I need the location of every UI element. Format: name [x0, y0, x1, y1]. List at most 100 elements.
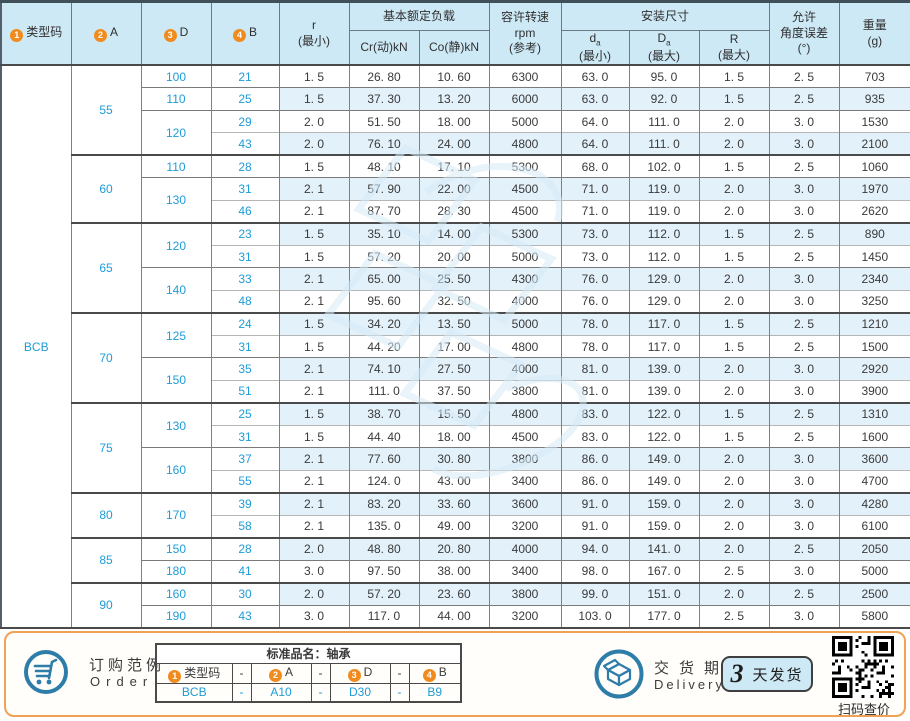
cell: 1600: [838, 424, 910, 448]
cell: 76. 0: [560, 289, 630, 313]
cell: 119. 0: [628, 199, 700, 223]
cell: 31: [210, 424, 280, 448]
cell: 5000: [838, 559, 910, 583]
cell: 21: [210, 64, 280, 88]
cell: 167. 0: [628, 559, 700, 583]
cell: 51. 50: [348, 109, 420, 133]
cell: 10. 60: [418, 64, 490, 88]
cell: 71. 0: [560, 177, 630, 201]
cell: 92. 0: [628, 87, 700, 111]
cell: 2. 1: [278, 447, 350, 471]
cell: 2. 0: [698, 289, 770, 313]
col-header-da-max: Da (最大): [628, 30, 700, 66]
cell: 3. 0: [768, 491, 840, 516]
table-row: 90 160 30 2. 0 57. 20 23. 60 3800 99. 0 151. 0 2.…: [1, 581, 910, 628]
cell: 35: [210, 357, 280, 381]
cell: 5000: [488, 311, 562, 336]
cell: 1530: [838, 109, 910, 133]
cell: 3400: [488, 469, 562, 493]
table-row: 60 110 28 1. 5 48. 10 17. 10 5300 68. 0 102. 0 1.…: [1, 154, 910, 223]
cell: 73. 0: [560, 244, 630, 268]
cell: 91. 0: [560, 491, 630, 516]
cell: 37: [210, 447, 280, 471]
cell: 2. 5: [768, 244, 840, 268]
cell: 149. 0: [628, 447, 700, 471]
cell: 38. 70: [348, 401, 420, 426]
cell: 2. 1: [278, 469, 350, 493]
cell: 46: [210, 199, 280, 223]
cell: 33: [210, 267, 280, 291]
cell: 935: [838, 87, 910, 111]
cell: 68. 0: [560, 154, 630, 178]
cell: 44. 00: [418, 604, 490, 628]
cell: 44. 40: [348, 424, 420, 448]
circled-2-icon: 2: [93, 29, 107, 43]
cell: 81. 0: [560, 379, 630, 403]
cell: 76. 0: [560, 267, 630, 291]
cell: 57. 90: [348, 177, 420, 201]
cell: 43: [210, 132, 280, 156]
cell: 190: [140, 604, 212, 628]
cell: 703: [838, 64, 910, 88]
cell: 111. 0: [348, 379, 420, 403]
cell: 2. 5: [768, 221, 840, 246]
cell: 35. 10: [348, 221, 420, 246]
cell: 1450: [838, 244, 910, 268]
cell: 4280: [838, 491, 910, 516]
cell: 3. 0: [768, 514, 840, 538]
col-header-da-min: da (最小): [560, 30, 630, 66]
cell: 170: [140, 491, 212, 538]
cell: 159. 0: [628, 491, 700, 516]
cell: 29: [210, 109, 280, 133]
cell: 2. 5: [768, 64, 840, 88]
cell: 117. 0: [348, 604, 420, 628]
cell: 5300: [488, 154, 562, 178]
cell: 4300: [488, 267, 562, 291]
col-header-weight: 重量 (g): [838, 1, 910, 66]
cell: 117. 0: [628, 311, 700, 336]
cell: 5000: [488, 109, 562, 133]
cell: 41: [210, 559, 280, 583]
col-header-cr: Cr(动)kN: [348, 30, 420, 66]
cell: 86. 0: [560, 447, 630, 471]
cell: 119. 0: [628, 177, 700, 201]
cell: 2340: [838, 267, 910, 291]
cell: 2. 1: [278, 289, 350, 313]
cell: 2. 5: [698, 604, 770, 628]
mini-dash: -: [389, 662, 410, 684]
cell: 28: [210, 536, 280, 561]
col-header-co: Co(静)kN: [418, 30, 490, 66]
cell: 3250: [838, 289, 910, 313]
cell: 2. 0: [698, 379, 770, 403]
cell: 38. 00: [418, 559, 490, 583]
package-icon: [594, 649, 644, 699]
cell: 17. 10: [418, 154, 490, 178]
qr-caption: 扫码查价: [837, 702, 890, 717]
circled-3-icon: 3: [347, 668, 361, 682]
mini-dash: -: [389, 682, 410, 703]
cell: 103. 0: [560, 604, 630, 628]
cell: 70: [70, 311, 142, 403]
mini-value-a: A10: [250, 682, 312, 703]
cell: 1. 5: [698, 424, 770, 448]
cell: 149. 0: [628, 469, 700, 493]
cell: 78. 0: [560, 334, 630, 358]
cell: 5300: [488, 221, 562, 246]
cell: 2050: [838, 536, 910, 561]
cell: 3600: [838, 447, 910, 471]
cell: 57. 20: [348, 244, 420, 268]
cell: 2. 5: [698, 559, 770, 583]
cell: 95. 0: [628, 64, 700, 88]
cell: 97. 50: [348, 559, 420, 583]
cell: 111. 0: [628, 109, 700, 133]
circled-1-icon: 1: [168, 669, 182, 683]
cell: 4800: [488, 132, 562, 156]
cell: 2. 0: [698, 357, 770, 381]
cell: 141. 0: [628, 536, 700, 561]
cell: 28: [210, 154, 280, 178]
circled-4-icon: 4: [232, 29, 246, 43]
